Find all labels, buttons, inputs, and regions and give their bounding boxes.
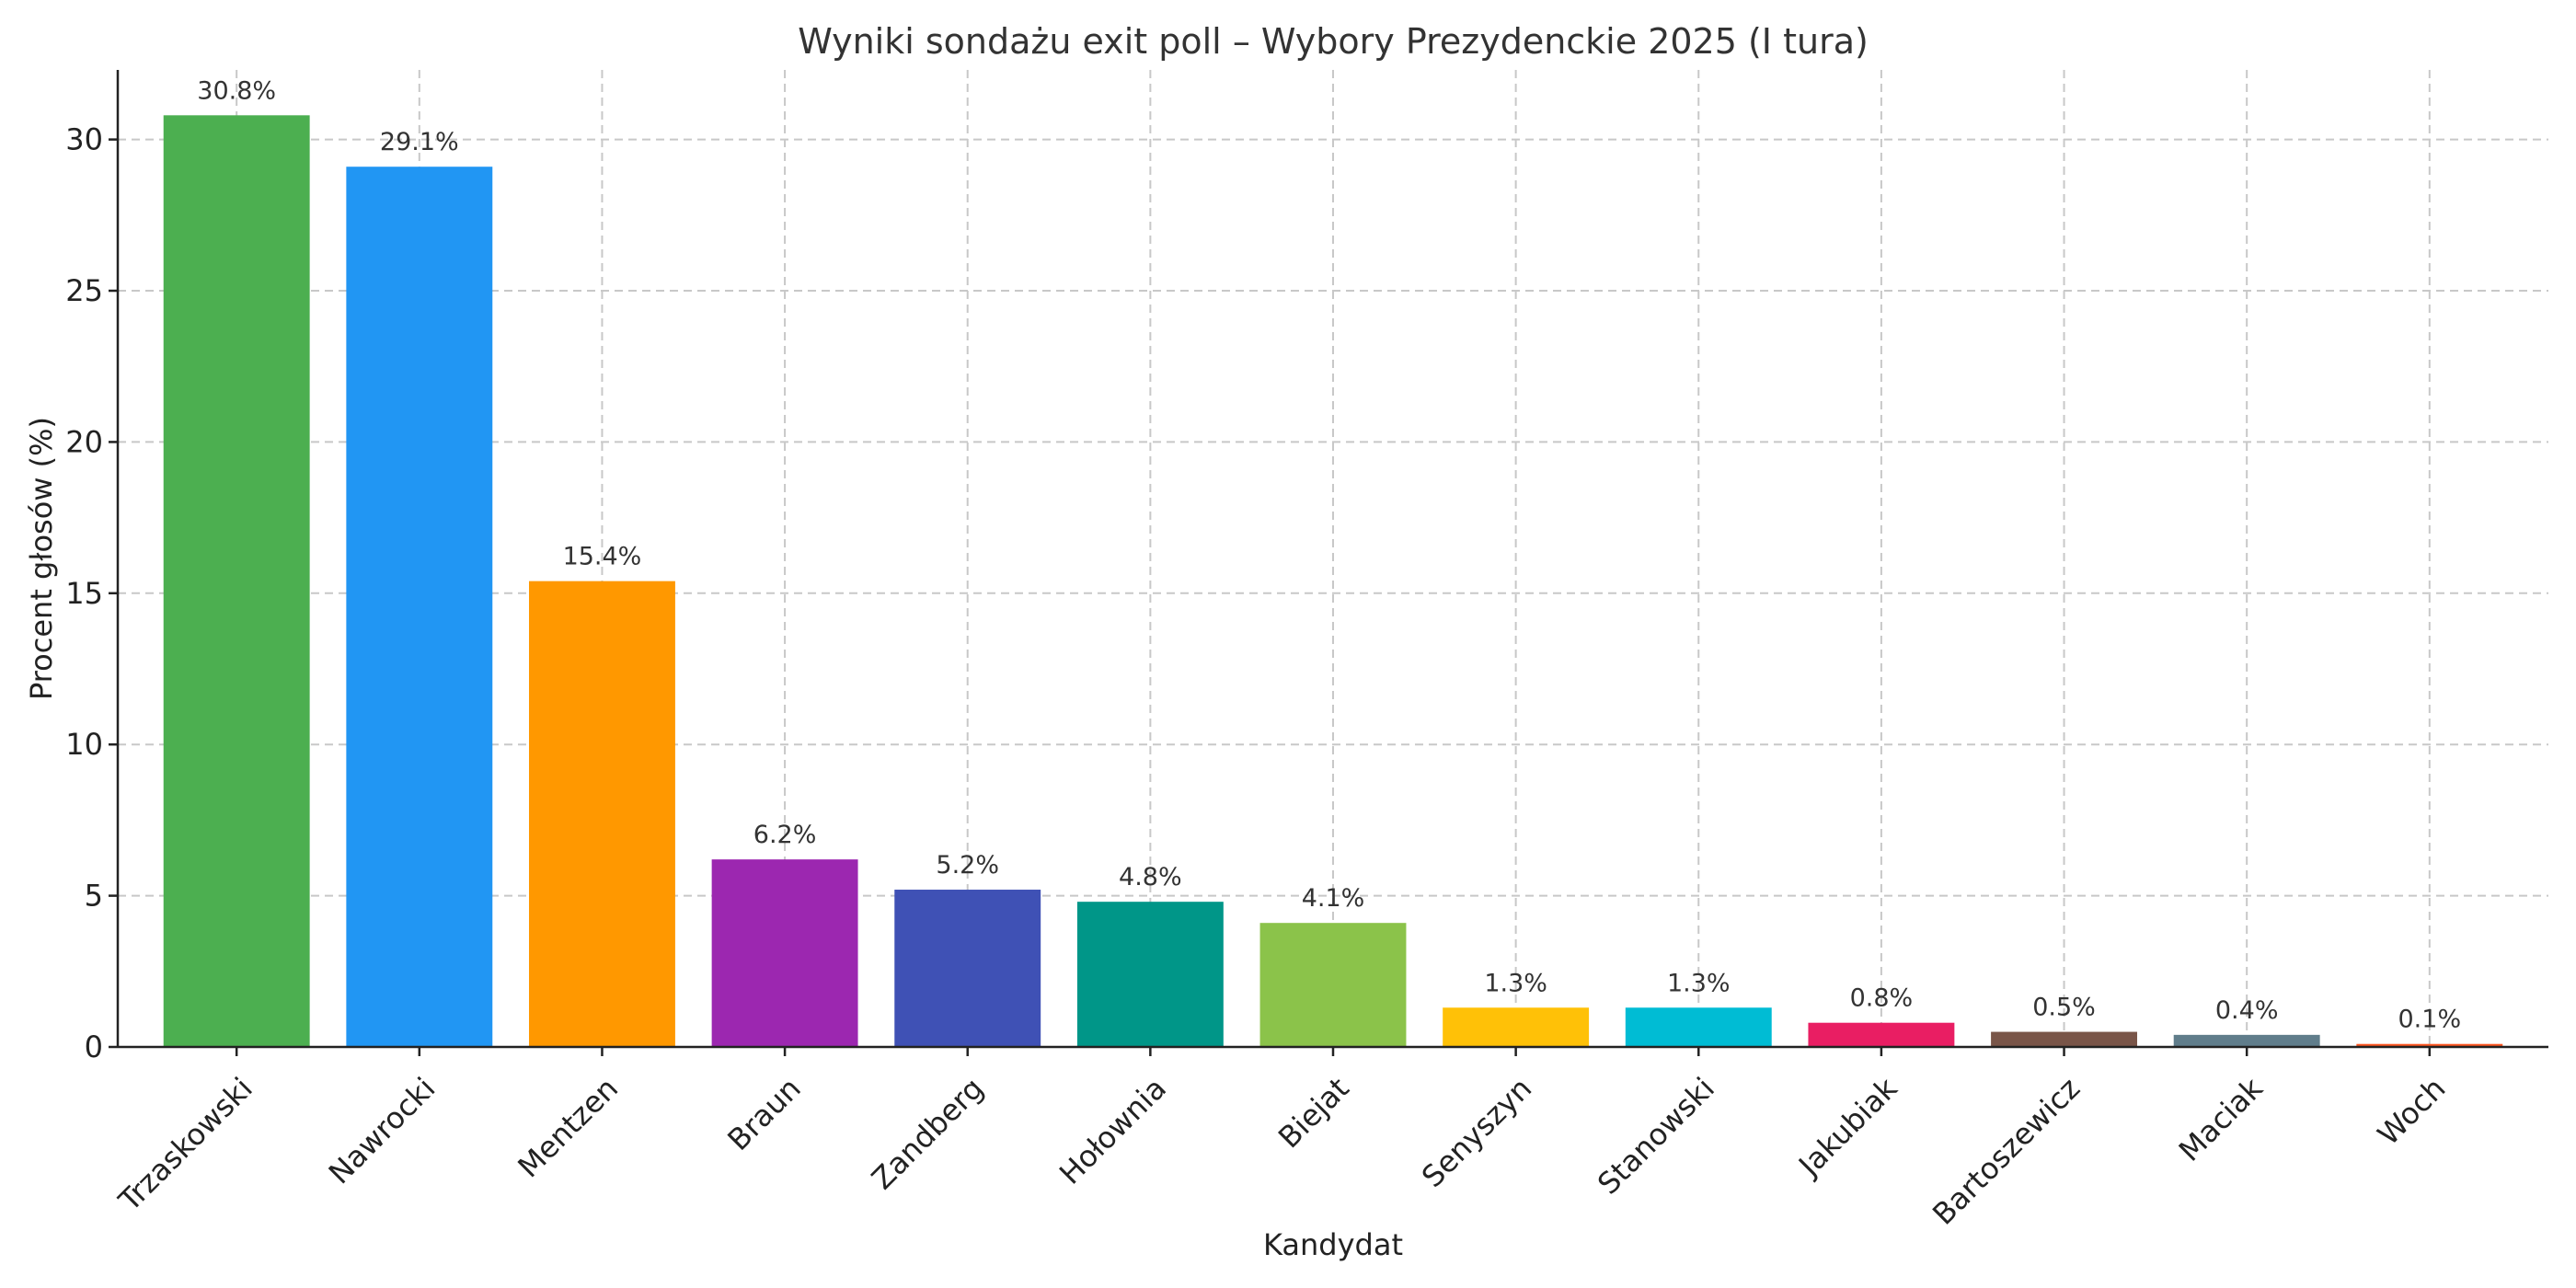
data-label: 4.1% <box>1302 884 1365 913</box>
x-tick-label: Senyszyn <box>1415 1071 1538 1194</box>
data-label: 15.4% <box>563 543 642 571</box>
data-label: 0.1% <box>2398 1006 2462 1034</box>
bar <box>1443 1007 1590 1047</box>
bar <box>2356 1043 2503 1047</box>
x-tick-label: Maciak <box>2172 1070 2270 1167</box>
data-label: 0.8% <box>1850 984 1914 1013</box>
y-tick-label: 15 <box>65 576 103 611</box>
bar <box>711 859 858 1047</box>
data-label: 30.8% <box>197 76 276 105</box>
bar <box>346 167 493 1047</box>
x-tick-label: Stanowski <box>1591 1071 1721 1202</box>
data-label: 0.5% <box>2032 994 2096 1022</box>
x-tick-label: Biejat <box>1271 1071 1356 1156</box>
bar <box>1625 1007 1772 1047</box>
x-tick-label: Jakubiak <box>1790 1070 1904 1184</box>
bar <box>1991 1031 2137 1047</box>
x-tick-label: Nawrocki <box>322 1071 443 1191</box>
bar <box>1259 923 1407 1047</box>
bar-layer <box>163 115 2503 1047</box>
y-tick-label: 20 <box>65 424 103 459</box>
x-tick-label: Bartoszewicz <box>1926 1071 2087 1232</box>
bar <box>163 115 310 1047</box>
x-tick-label: Braun <box>720 1071 807 1157</box>
chart-title: Wyniki sondażu exit poll – Wybory Prezyd… <box>798 21 1869 62</box>
data-label: 4.8% <box>1119 863 1182 891</box>
data-label: 0.4% <box>2215 996 2279 1025</box>
bar <box>1076 902 1224 1047</box>
y-tick-label: 10 <box>65 727 103 762</box>
data-label: 5.2% <box>936 851 999 880</box>
bar <box>2173 1034 2320 1047</box>
x-tick-label: Zandberg <box>865 1071 990 1196</box>
x-tick-label: Trzaskowski <box>111 1071 259 1219</box>
y-tick-label: 30 <box>65 122 103 157</box>
x-axis-title: Kandydat <box>1263 1227 1403 1262</box>
y-tick-label: 5 <box>85 879 103 914</box>
y-tick-label: 0 <box>85 1029 103 1064</box>
x-tick-label: Hołownia <box>1052 1071 1173 1191</box>
bar <box>894 890 1041 1047</box>
data-label: 6.2% <box>753 821 817 849</box>
y-tick-label: 25 <box>65 273 103 308</box>
data-label: 1.3% <box>1484 969 1547 997</box>
data-label: 1.3% <box>1667 969 1731 997</box>
data-label: 29.1% <box>380 128 459 156</box>
bar <box>529 581 675 1047</box>
bar <box>1808 1022 1955 1047</box>
x-tick-label: Mentzen <box>511 1071 625 1185</box>
x-tick-label: Woch <box>2371 1071 2453 1153</box>
axis-layer <box>109 70 2548 1056</box>
y-axis-title: Procent głosów (%) <box>24 417 59 700</box>
